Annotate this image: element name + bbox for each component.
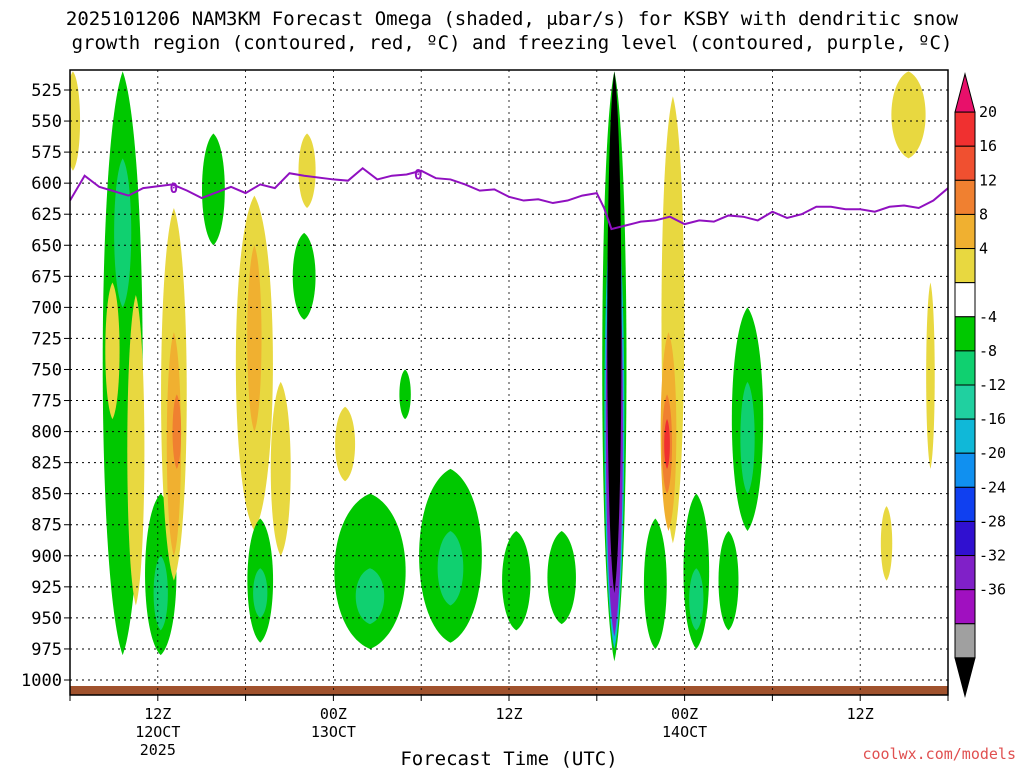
- colorbar-label: -12: [979, 376, 1006, 394]
- y-tick-label: 875: [31, 516, 62, 536]
- colorbar-label: -28: [979, 512, 1006, 530]
- colorbar-label: -4: [979, 308, 997, 326]
- colorbar-segment: [954, 282, 976, 318]
- colorbar-segment: [954, 589, 976, 625]
- colorbar-label: -36: [979, 581, 1006, 599]
- colorbar-label: -16: [979, 410, 1006, 428]
- freezing-level-line: [70, 166, 948, 231]
- colorbar-label: -32: [979, 547, 1006, 565]
- y-tick-label: 1000: [21, 671, 62, 691]
- colorbar-label: -24: [979, 478, 1006, 496]
- y-tick-label: 975: [31, 640, 62, 660]
- colorbar-segment: [954, 179, 976, 215]
- x-tick-label: 12Z: [847, 705, 874, 723]
- omega-region-4: [880, 506, 893, 581]
- omega-region--12: [689, 568, 704, 631]
- site-credit[interactable]: coolwx.com/models: [862, 745, 1016, 763]
- omega-region-4: [926, 282, 935, 469]
- y-tick-label: 700: [31, 298, 62, 318]
- omega-region-4: [270, 381, 291, 556]
- omega-region--12: [253, 568, 268, 618]
- freezing-level-label: 0: [414, 167, 422, 183]
- colorbar-segment: [954, 520, 976, 557]
- colorbar-label: 4: [979, 240, 988, 258]
- freezing-level-label: 0: [170, 181, 178, 197]
- y-tick-label: 550: [31, 112, 62, 132]
- colorbar-segment: [954, 145, 976, 181]
- colorbar-segment: [954, 350, 976, 386]
- y-tick-label: 600: [31, 174, 62, 194]
- omega-region-4: [127, 294, 145, 606]
- colorbar-segment: [954, 623, 976, 659]
- omega-region--8: [502, 530, 531, 631]
- colorbar-label: 8: [979, 205, 988, 223]
- y-tick-label: 950: [31, 609, 62, 629]
- y-tick-label: 625: [31, 205, 62, 225]
- colorbar-cap-bottom: [954, 657, 976, 698]
- colorbar-segment: [954, 316, 976, 352]
- y-tick-label: 525: [31, 81, 62, 101]
- omega-region--8: [547, 530, 576, 625]
- x-tick-label: 00Z: [320, 705, 347, 723]
- colorbar-label: -8: [979, 342, 997, 360]
- plot-area: 00: [70, 70, 948, 695]
- omega-region--12: [437, 530, 464, 606]
- x-tick-date-label: 14OCT: [662, 723, 707, 741]
- colorbar-label: 20: [979, 103, 997, 121]
- colorbar-segment: [954, 248, 976, 284]
- colorbar-segment: [954, 452, 976, 488]
- y-tick-label: 750: [31, 360, 62, 380]
- omega-region-4: [105, 282, 120, 420]
- colorbar-label: 16: [979, 137, 997, 155]
- y-tick-label: 925: [31, 578, 62, 598]
- colorbar-label: 12: [979, 171, 997, 189]
- omega-region--12: [153, 555, 168, 631]
- chart-title-line-2: growth region (contoured, red, ºC) and f…: [71, 32, 953, 54]
- colorbar-segment: [954, 486, 976, 522]
- colorbar-segment: [954, 213, 976, 250]
- omega-region--8: [643, 518, 667, 649]
- colorbar-segment: [954, 418, 976, 454]
- colorbar-cap-top: [954, 72, 976, 113]
- x-tick-label: 12Z: [144, 705, 171, 723]
- omega-region--8: [399, 369, 411, 420]
- x-tick-label: 00Z: [671, 705, 698, 723]
- x-tick-date-label: 12OCT: [135, 723, 180, 741]
- omega-region-12: [172, 394, 182, 469]
- surface-terrain: [70, 686, 948, 695]
- colorbar-segment: [954, 555, 976, 591]
- y-tick-label: 575: [31, 143, 62, 163]
- y-tick-label: 850: [31, 485, 62, 505]
- omega-region-4: [70, 71, 81, 171]
- omega-region-4: [298, 133, 316, 208]
- colorbar-segment: [954, 111, 976, 147]
- colorbar-label: -20: [979, 444, 1006, 462]
- omega-region--12: [355, 568, 385, 625]
- omega-region--12: [740, 381, 755, 494]
- x-axis-title: Forecast Time (UTC): [400, 748, 617, 768]
- omega-region--8: [201, 133, 225, 246]
- y-tick-label: 725: [31, 329, 62, 349]
- x-tick-label: 12Z: [495, 705, 522, 723]
- colorbar-segment: [954, 384, 976, 420]
- x-tick-year-label: 2025: [140, 741, 176, 759]
- omega-region-4: [335, 406, 356, 482]
- y-tick-label: 775: [31, 392, 62, 412]
- y-tick-label: 650: [31, 236, 62, 256]
- omega-region-8: [247, 245, 262, 432]
- y-tick-label: 800: [31, 423, 62, 443]
- y-tick-label: 825: [31, 454, 62, 474]
- y-tick-label: 675: [31, 267, 62, 287]
- omega-region-4: [891, 71, 926, 159]
- x-tick-date-label: 13OCT: [311, 723, 356, 741]
- omega-region--8: [718, 530, 739, 631]
- y-tick-label: 900: [31, 547, 62, 567]
- chart-title-line-1: 2025101206 NAM3KM Forecast Omega (shaded…: [65, 8, 959, 30]
